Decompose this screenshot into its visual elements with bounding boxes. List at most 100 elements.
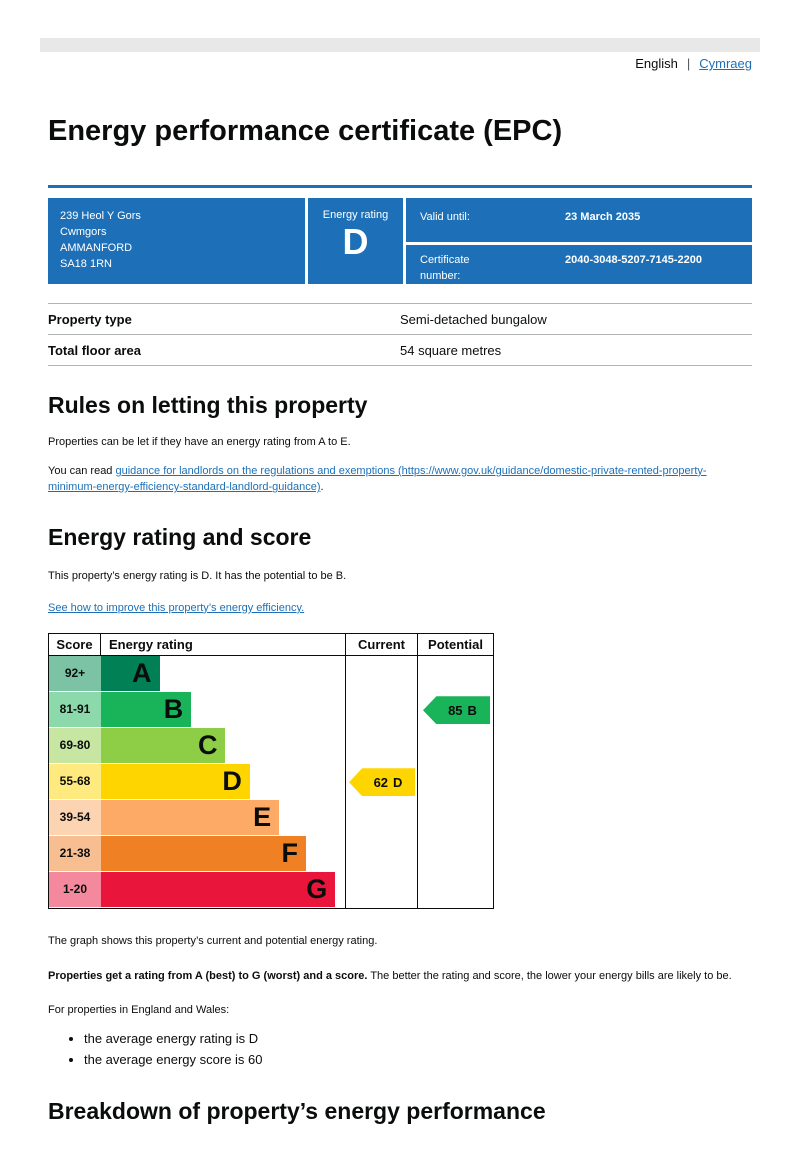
energy-rating-box: Energy rating D [308, 197, 403, 284]
band-letter: C [197, 730, 218, 761]
band-score-range: 92+ [49, 656, 101, 693]
band-bar: G [101, 872, 336, 908]
rating-explanation-text: Properties get a rating from A (best) to… [48, 968, 752, 985]
landlord-guidance-link[interactable]: guidance for landlords on the regulation… [48, 464, 707, 494]
valid-until-row: Valid until: 23 March 2035 [406, 197, 752, 243]
property-details-table: Property type Semi-detached bungalow Tot… [48, 302, 752, 366]
potential-column-cell [418, 872, 493, 908]
current-column-cell [346, 872, 418, 909]
breakdown-section-heading: Breakdown of property’s energy performan… [48, 1098, 546, 1125]
floor-area-value: 54 square metres [400, 342, 502, 358]
current-column-cell [346, 692, 418, 729]
property-type-value: Semi-detached bungalow [400, 311, 547, 327]
band-letter: F [281, 838, 298, 869]
band-bar-track: G [101, 872, 346, 909]
current-band-letter: D [393, 774, 403, 790]
list-item: the average energy score is 60 [84, 1052, 752, 1068]
improve-efficiency-link[interactable]: See how to improve this property’s energ… [48, 601, 305, 614]
potential-band-letter: B [467, 702, 477, 718]
band-bar-track: C [101, 728, 346, 765]
epc-band-row-g: 1-20 G [49, 872, 493, 909]
epc-band-row-f: 21-38 F [49, 836, 493, 873]
rating-intro-text: This property’s energy rating is D. It h… [48, 570, 347, 583]
epc-rating-chart: Score Energy rating Current Potential 92… [48, 633, 494, 910]
property-address: 239 Heol Y Gors Cwmgors AMMANFORD SA18 1… [48, 197, 305, 284]
band-bar-track: A [101, 656, 346, 693]
rating-section-heading: Energy rating and score [48, 523, 312, 550]
band-score-range: 21-38 [49, 836, 101, 873]
property-type-label: Property type [48, 311, 132, 327]
band-bar-track: E [101, 800, 346, 837]
page-title: Energy performance certificate (EPC) [48, 115, 563, 147]
band-bar: F [101, 836, 306, 872]
guidance-suffix: . [320, 481, 324, 494]
current-column-cell [346, 800, 418, 837]
address-line: SA18 1RN [60, 257, 112, 270]
floor-area-label: Total floor area [48, 342, 141, 358]
top-divider-bar [40, 38, 760, 52]
band-score-range: 1-20 [49, 872, 101, 909]
rules-section-heading: Rules on letting this property [48, 391, 368, 418]
band-letter: D [222, 766, 242, 797]
band-score-range: 55-68 [49, 764, 101, 801]
band-bar: A [101, 656, 160, 692]
potential-column-cell [418, 800, 493, 836]
potential-column-cell [418, 656, 493, 692]
band-bar: E [101, 800, 280, 836]
address-line: 239 Heol Y Gors [60, 209, 141, 222]
epc-band-row-a: 92+ A [49, 656, 493, 693]
current-column-cell [346, 764, 418, 801]
band-letter: B [163, 694, 184, 725]
list-item: the average energy rating is D [84, 1031, 752, 1047]
band-letter: E [253, 802, 272, 833]
epc-band-row-d: 55-68 D [49, 764, 493, 801]
average-ratings-list: the average energy rating is D the avera… [84, 1031, 752, 1069]
language-cymraeg-link[interactable]: Cymraeg [699, 56, 752, 71]
band-score-range: 69-80 [49, 728, 101, 765]
current-column-cell [346, 656, 418, 693]
chart-header-row: Score Energy rating Current Potential [49, 634, 493, 657]
certificate-number-value: 2040-3048-5207-7145-2200 [565, 254, 703, 267]
address-line: AMMANFORD [60, 241, 133, 254]
potential-score: 85 [448, 702, 463, 718]
table-row: Property type Semi-detached bungalow [48, 302, 752, 334]
epc-band-row-e: 39-54 E [49, 800, 493, 837]
energy-rating-value: D [342, 220, 369, 262]
score-column-header: Score [49, 634, 101, 656]
rules-intro-text: Properties can be let if they have an en… [48, 436, 351, 449]
band-letter: G [306, 874, 328, 905]
language-separator: | [686, 56, 691, 71]
rating-explanation-rest: The better the rating and score, the low… [367, 969, 732, 982]
current-column-header: Current [346, 634, 418, 656]
epc-band-row-c: 69-80 C [49, 728, 493, 765]
band-score-range: 39-54 [49, 800, 101, 837]
current-score: 62 [373, 774, 389, 790]
language-switcher: English | Cymraeg [48, 56, 752, 72]
current-column-cell [346, 836, 418, 873]
band-letter: A [132, 658, 152, 689]
valid-until-label: Valid until: [420, 210, 470, 223]
table-row: Total floor area 54 square metres [48, 333, 752, 366]
summary-panel: 239 Heol Y Gors Cwmgors AMMANFORD SA18 1… [48, 197, 752, 284]
current-column-cell [346, 728, 418, 765]
guidance-prefix: You can read [48, 464, 116, 477]
section-divider [48, 184, 752, 188]
graph-note-text: The graph shows this property’s current … [48, 935, 378, 948]
potential-column-header: Potential [428, 637, 483, 653]
certificate-number-row: Certificate number: 2040-3048-5207-7145-… [406, 245, 752, 284]
potential-column-cell [418, 728, 493, 764]
band-bar: D [101, 764, 250, 800]
band-score-range: 81-91 [49, 692, 101, 729]
potential-rating-indicator: 85 B [423, 696, 490, 725]
potential-column-cell [418, 764, 493, 800]
band-bar-track: D [101, 764, 346, 801]
valid-until-value: 23 March 2035 [565, 210, 641, 223]
potential-column-cell [418, 836, 493, 872]
energy-rating-label: Energy rating [322, 208, 389, 221]
rules-guidance-text: You can read guidance for landlords on t… [48, 463, 752, 496]
band-bar: C [101, 728, 226, 764]
address-line: Cwmgors [60, 225, 107, 238]
certificate-meta: Valid until: 23 March 2035 Certificate n… [406, 197, 752, 284]
band-bar-track: F [101, 836, 346, 873]
band-bar: B [101, 692, 192, 728]
